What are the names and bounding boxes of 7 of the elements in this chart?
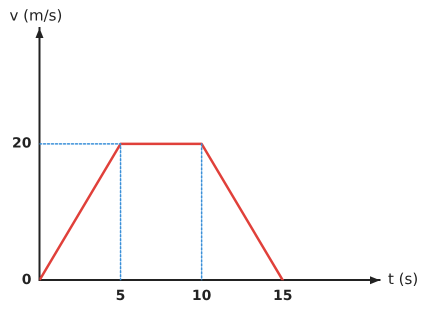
- y-tick-label: 20: [12, 136, 32, 152]
- x-tick-label: 10: [192, 288, 212, 304]
- y-axis-title: v (m/s): [9, 6, 62, 24]
- x-tick-label: 15: [272, 288, 292, 304]
- y-tick-label: 0: [22, 272, 32, 288]
- x-tick-label: 5: [116, 288, 126, 304]
- x-axis-title: t (s): [388, 270, 418, 288]
